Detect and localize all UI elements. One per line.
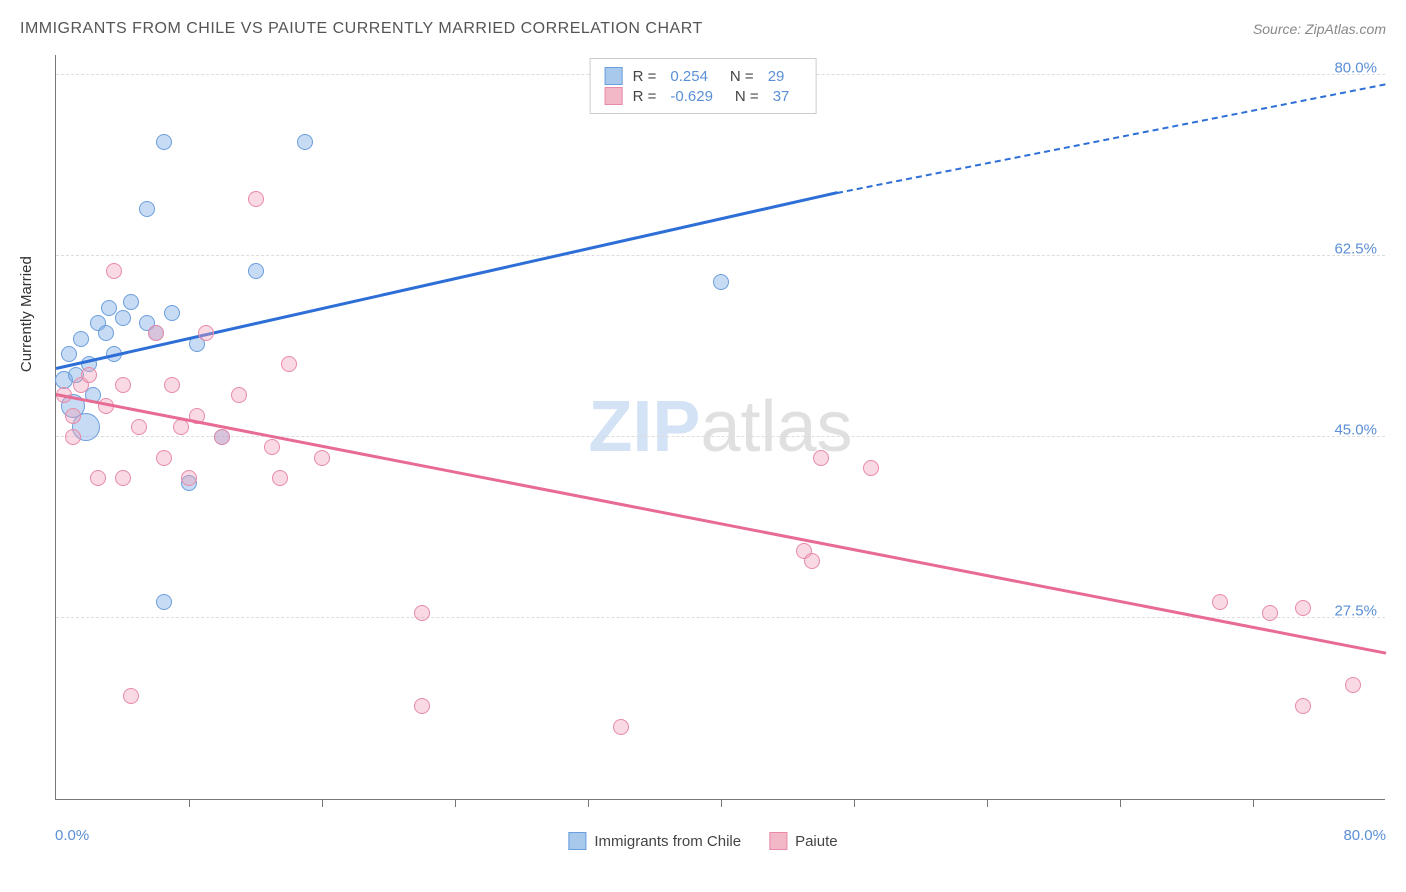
x-tick — [588, 799, 589, 807]
legend-n-value: 29 — [768, 68, 785, 85]
x-tick — [322, 799, 323, 807]
data-point — [115, 377, 131, 393]
data-point — [131, 419, 147, 435]
x-tick — [189, 799, 190, 807]
legend-r-value: -0.629 — [670, 88, 713, 105]
x-tick — [455, 799, 456, 807]
data-point — [297, 134, 313, 150]
legend-r-label: R = — [633, 68, 657, 85]
data-point — [272, 470, 288, 486]
x-axis-min-label: 0.0% — [55, 827, 89, 844]
data-point — [713, 274, 729, 290]
gridline — [56, 436, 1385, 437]
legend-label: Paiute — [795, 833, 838, 850]
data-point — [198, 325, 214, 341]
x-tick — [1253, 799, 1254, 807]
data-point — [613, 719, 629, 735]
data-point — [73, 331, 89, 347]
x-tick — [854, 799, 855, 807]
data-point — [164, 377, 180, 393]
data-point — [214, 429, 230, 445]
data-point — [123, 688, 139, 704]
data-point — [1345, 677, 1361, 693]
legend-swatch — [568, 832, 586, 850]
data-point — [314, 450, 330, 466]
series-legend: Immigrants from Chile Paiute — [568, 832, 837, 850]
data-point — [231, 387, 247, 403]
data-point — [123, 294, 139, 310]
legend-label: Immigrants from Chile — [594, 833, 741, 850]
y-tick-label: 45.0% — [1334, 421, 1377, 438]
data-point — [1262, 605, 1278, 621]
scatter-plot: ZIPatlas 27.5%45.0%62.5%80.0% — [55, 55, 1385, 800]
y-tick-label: 62.5% — [1334, 240, 1377, 257]
data-point — [1295, 600, 1311, 616]
data-point — [106, 263, 122, 279]
legend-row: R = 0.254 N = 29 — [605, 67, 802, 85]
legend-swatch — [605, 67, 623, 85]
trend-line — [56, 393, 1386, 654]
data-point — [148, 325, 164, 341]
data-point — [264, 439, 280, 455]
legend-item: Paiute — [769, 832, 838, 850]
data-point — [248, 191, 264, 207]
data-point — [804, 553, 820, 569]
correlation-legend: R = 0.254 N = 29 R = -0.629 N = 37 — [590, 58, 817, 114]
data-point — [65, 408, 81, 424]
legend-swatch — [769, 832, 787, 850]
data-point — [248, 263, 264, 279]
gridline — [56, 617, 1385, 618]
chart-title: IMMIGRANTS FROM CHILE VS PAIUTE CURRENTL… — [20, 20, 703, 38]
data-point — [181, 470, 197, 486]
y-tick-label: 27.5% — [1334, 602, 1377, 619]
data-point — [90, 470, 106, 486]
x-tick — [987, 799, 988, 807]
legend-row: R = -0.629 N = 37 — [605, 87, 802, 105]
data-point — [164, 305, 180, 321]
data-point — [98, 325, 114, 341]
legend-n-value: 37 — [773, 88, 790, 105]
x-tick — [721, 799, 722, 807]
data-point — [115, 310, 131, 326]
x-axis-max-label: 80.0% — [1343, 827, 1386, 844]
data-point — [139, 201, 155, 217]
trend-line-dashed — [837, 83, 1386, 194]
y-tick-label: 80.0% — [1334, 59, 1377, 76]
legend-item: Immigrants from Chile — [568, 832, 741, 850]
legend-n-label: N = — [735, 88, 759, 105]
data-point — [414, 605, 430, 621]
legend-r-label: R = — [633, 88, 657, 105]
data-point — [813, 450, 829, 466]
data-point — [65, 429, 81, 445]
legend-swatch — [605, 87, 623, 105]
data-point — [1295, 698, 1311, 714]
gridline — [56, 255, 1385, 256]
data-point — [156, 450, 172, 466]
y-axis-title: Currently Married — [18, 256, 35, 372]
x-tick — [1120, 799, 1121, 807]
legend-n-label: N = — [730, 68, 754, 85]
data-point — [156, 134, 172, 150]
data-point — [414, 698, 430, 714]
data-point — [61, 346, 77, 362]
data-point — [863, 460, 879, 476]
legend-r-value: 0.254 — [670, 68, 708, 85]
data-point — [1212, 594, 1228, 610]
data-point — [81, 367, 97, 383]
source-label: Source: ZipAtlas.com — [1253, 21, 1386, 37]
data-point — [156, 594, 172, 610]
data-point — [281, 356, 297, 372]
data-point — [115, 470, 131, 486]
